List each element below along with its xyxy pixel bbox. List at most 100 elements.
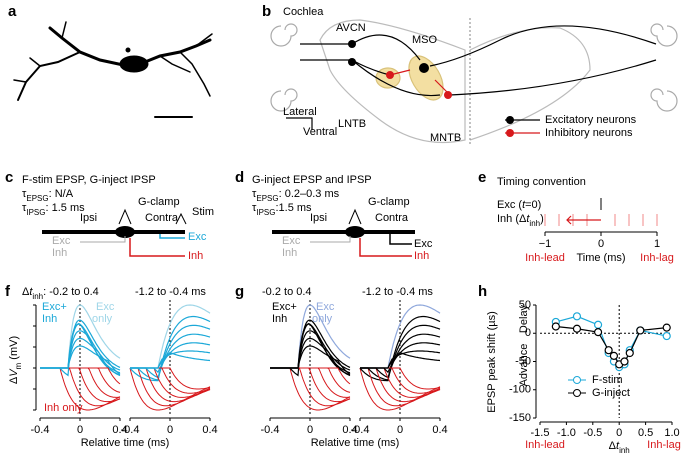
text-part: τ bbox=[252, 202, 257, 214]
trace bbox=[130, 324, 211, 381]
annotation: Inh-lead bbox=[525, 439, 565, 451]
annotation: Advance bbox=[518, 344, 530, 387]
x-tick-label: -1.0 bbox=[557, 427, 576, 439]
y-tick-label: -100 bbox=[509, 384, 531, 396]
x-tick-label: 0 bbox=[616, 427, 622, 439]
label: Stim bbox=[192, 206, 214, 218]
axis-label: Relative time (ms) bbox=[81, 437, 170, 449]
legend-label: F-stim bbox=[592, 374, 623, 386]
text-part: : 0.2–0.3 ms bbox=[279, 188, 340, 200]
label: Exc bbox=[188, 231, 207, 243]
tick-label: 0.4 bbox=[432, 424, 447, 436]
text-part: : N/A bbox=[49, 188, 74, 200]
x-tick-label: 1.0 bbox=[664, 427, 679, 439]
marker bbox=[593, 320, 603, 329]
label: AVCN bbox=[336, 22, 366, 34]
legend-marker bbox=[573, 389, 581, 397]
label: Exc bbox=[316, 301, 335, 313]
panel-label: c bbox=[5, 169, 13, 186]
panel-title: G-inject EPSP and IPSP bbox=[252, 174, 372, 186]
label: -1.2 to -0.4 ms bbox=[362, 286, 433, 298]
label: Ipsi bbox=[310, 212, 327, 224]
label: LNTB bbox=[338, 118, 366, 130]
trace bbox=[130, 351, 211, 369]
marker bbox=[593, 328, 603, 337]
text-part: =0) bbox=[525, 199, 541, 211]
y-tick-label: 0 bbox=[525, 327, 531, 339]
label: Contra bbox=[375, 212, 409, 224]
label: Cochlea bbox=[283, 6, 324, 18]
text-part: inh bbox=[529, 219, 540, 228]
cell-diagrams bbox=[42, 198, 658, 257]
trace bbox=[360, 324, 441, 381]
text-part: : -0.2 to 0.4 bbox=[43, 286, 99, 298]
text-part: t bbox=[522, 199, 526, 211]
text-part: Inh (Δ bbox=[497, 213, 527, 225]
x-tick-label: 0.5 bbox=[638, 427, 653, 439]
label: Inh bbox=[282, 247, 297, 259]
tick-label: 0.4 bbox=[202, 424, 217, 436]
y-tick-label: -150 bbox=[509, 412, 531, 424]
panel-label: a bbox=[8, 3, 17, 20]
panel-label: b bbox=[262, 3, 271, 20]
text-part: Exc ( bbox=[497, 199, 522, 211]
marker bbox=[636, 326, 645, 335]
annotation: Delay bbox=[518, 304, 530, 333]
tick-label: 0 bbox=[598, 238, 604, 250]
x-axis-label: Δtinh bbox=[609, 440, 630, 455]
text-part: : 1.5 ms bbox=[45, 202, 85, 214]
tick-label: 0 bbox=[307, 424, 313, 436]
param: τIPSG: 1.5 ms bbox=[22, 202, 85, 217]
tick-label: 1 bbox=[654, 238, 660, 250]
axis-label: Relative time (ms) bbox=[311, 437, 400, 449]
panel-label: e bbox=[478, 169, 486, 186]
panel-label: d bbox=[235, 169, 244, 186]
label: Ventral bbox=[303, 126, 337, 138]
text-part: m bbox=[14, 362, 23, 369]
label: Exc bbox=[282, 235, 301, 247]
text-part: inh bbox=[619, 446, 630, 455]
panel-label: g bbox=[235, 283, 244, 300]
axis-label: ΔVm (mV) bbox=[8, 336, 23, 384]
text-part: τ bbox=[22, 188, 27, 200]
label: only bbox=[92, 313, 113, 325]
text-part: (mV) bbox=[8, 336, 20, 363]
text-part: EPSG bbox=[26, 194, 48, 203]
text-part: IPSG bbox=[256, 208, 275, 217]
panel-title: F-stim EPSP, G-inject IPSP bbox=[22, 174, 156, 186]
circuit-diagram bbox=[270, 18, 678, 145]
series-line bbox=[555, 325, 667, 366]
label: Exc bbox=[414, 238, 433, 250]
trace bbox=[129, 315, 211, 382]
label: -0.2 to 0.4 bbox=[262, 286, 312, 298]
trace bbox=[40, 345, 121, 375]
marker bbox=[609, 351, 619, 360]
axis-label: Time (ms) bbox=[576, 252, 625, 264]
param: τEPSG: N/A bbox=[22, 188, 74, 203]
marker bbox=[572, 312, 582, 321]
x-tick-label: -1.5 bbox=[531, 427, 550, 439]
trace bbox=[360, 351, 441, 369]
text-part: τ bbox=[22, 202, 27, 214]
label: Inh-lag bbox=[640, 252, 674, 264]
text-part: IPSG bbox=[26, 208, 45, 217]
label: Inh (Δtinh) bbox=[497, 213, 544, 228]
label: Lateral bbox=[283, 106, 317, 118]
label: Exc+ bbox=[42, 301, 67, 313]
text-part: inh bbox=[32, 292, 43, 301]
trace bbox=[270, 345, 351, 375]
tick-label: 0 bbox=[397, 424, 403, 436]
text-part: t bbox=[29, 286, 33, 298]
text-part: :1.5 ms bbox=[275, 202, 312, 214]
text-part: V bbox=[8, 368, 20, 377]
text-part: t bbox=[616, 440, 620, 452]
trace bbox=[359, 315, 441, 382]
text-part: EPSG bbox=[256, 194, 278, 203]
text-part: Δ bbox=[22, 286, 30, 298]
voltage-traces bbox=[33, 300, 441, 421]
legend-label: G-inject bbox=[592, 387, 630, 399]
tick-label: -0.4 bbox=[351, 424, 370, 436]
label: Ipsi bbox=[80, 212, 97, 224]
x-tick-label: -0.5 bbox=[583, 427, 602, 439]
